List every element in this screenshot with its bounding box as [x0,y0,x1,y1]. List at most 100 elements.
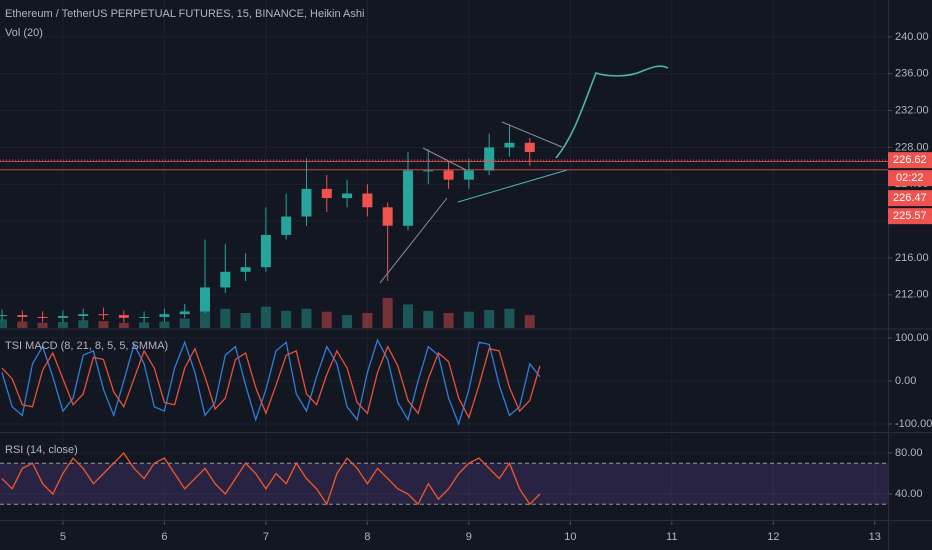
x-tick-label: 13 [869,531,881,543]
price-box [888,208,932,225]
candle-body [98,314,109,316]
volume-bar [17,321,28,328]
y-tick-label: 240.00 [895,31,929,43]
candle-body [423,170,434,172]
y-tick-label: 100.00 [895,332,929,344]
candle-body [159,314,170,317]
volume-bar [342,315,353,328]
candle-body [484,147,495,171]
projection-curve [555,65,669,159]
candle-body [524,142,535,153]
y-tick-label: 80.00 [895,447,923,459]
indicator-line [1,338,541,427]
trend-line [501,121,563,148]
y-tick-label: 236.00 [895,68,929,80]
volume-bar [179,318,190,328]
volume-bar [0,319,8,328]
candle-body [362,193,373,208]
x-tick-label: 11 [666,531,677,543]
candle-body [57,316,68,318]
volume-bar [443,313,454,328]
indicator-line [1,345,541,420]
candle-body [78,314,89,317]
volume-bar [321,311,332,328]
volume-bar [301,308,312,328]
volume-bar [484,310,495,328]
last-price-label: 226.62 [893,154,927,166]
volume-bar [240,313,251,328]
price-label: 225.57 [893,210,927,222]
volume-bar [463,311,474,328]
y-tick-label: 0.00 [895,375,916,387]
candle-body [443,170,454,180]
last-price-box [888,152,932,169]
axis-labels: 212.00216.00220.00224.00228.00232.00236.… [60,31,932,543]
candle-body [402,170,413,226]
y-tick-label: 212.00 [895,289,929,301]
macd-title: TSI MACD (8, 21, 8, 5, 5, SMMA) [5,340,168,352]
volume-label: Vol (20) [5,27,43,39]
y-tick-label: -100.00 [895,418,932,430]
countdown-box [888,170,932,187]
candle-body [301,188,312,217]
x-tick-label: 10 [564,531,576,543]
candle-body [118,315,129,318]
volume-bar [260,306,271,328]
candle-body [260,234,271,268]
price-label: 226.47 [893,192,927,204]
candle-body [37,316,48,318]
volume-bar [98,321,109,328]
price-box [888,190,932,207]
trend-line [457,169,568,203]
drawings [379,65,669,284]
y-tick-label: 228.00 [895,141,929,153]
rsi-band [0,463,888,505]
volume-bar [78,320,89,328]
x-tick-label: 6 [161,531,167,543]
candle-body [0,315,8,317]
candle-body [220,271,231,288]
volume-bar [382,298,393,328]
volume-bar [423,310,434,328]
candle-body [281,216,292,235]
volume-bar [504,308,515,328]
candle-body [342,193,353,199]
volume-bar [139,322,150,328]
volume-bar [524,315,535,328]
y-tick-label: 216.00 [895,252,929,264]
x-tick-label: 8 [364,531,370,543]
volume-bar [200,302,211,328]
volume-bar [37,322,48,328]
candle-body [382,207,393,226]
x-tick-label: 5 [60,531,66,543]
trend-line [422,147,467,171]
volume-bar [220,308,231,328]
candle-body [463,170,474,180]
volume-bar [362,313,373,328]
indicator-line [1,451,541,506]
candle-body [200,287,211,312]
countdown-label: 02:22 [896,172,924,184]
volume-bar [57,322,68,328]
rsi-title: RSI (14, close) [5,444,78,456]
x-tick-label: 7 [263,531,269,543]
candle-body [321,188,332,199]
trend-line [379,197,448,284]
chart-title: Ethereum / TetherUS PERPETUAL FUTURES, 1… [5,8,364,20]
volume-bar [118,322,129,328]
x-tick-label: 12 [767,531,779,543]
grid [0,0,888,520]
y-tick-label: 232.00 [895,104,929,116]
x-tick-label: 9 [466,531,472,543]
candle-body [17,315,28,317]
candle-body [504,142,515,148]
candle-body [139,316,150,318]
volume-bar [159,321,170,328]
marks [0,124,888,506]
volume-bar [402,304,413,328]
candle-body [179,311,190,315]
candle-body [240,267,251,272]
